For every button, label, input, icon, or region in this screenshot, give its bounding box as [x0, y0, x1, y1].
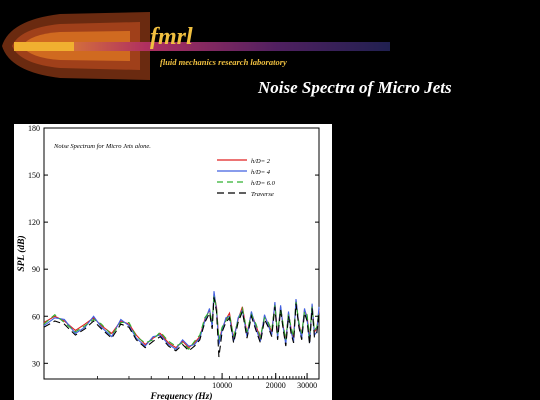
chart-title: Noise Spectrum for Micro Jets alone. [53, 143, 151, 150]
site-header: fmrl fluid mechanics research laboratory… [0, 0, 540, 110]
y-tick-label: 60 [32, 312, 40, 321]
logo-subtitle: fluid mechanics research laboratory [160, 57, 287, 67]
series-line [43, 297, 320, 358]
y-tick-label: 120 [28, 218, 40, 227]
legend-label: h/D= 4 [251, 169, 271, 176]
y-tick-label: 90 [32, 265, 40, 274]
legend-label: h/D= 2 [251, 158, 271, 165]
noise-spectrum-chart: 30 60 90 120 150 180 10000 20000 30000 Noise Spe… [14, 124, 332, 400]
legend-label: h/D= 6.0 [251, 180, 276, 187]
y-tick-label: 30 [32, 359, 40, 368]
chart-axes: 30 60 90 120 150 180 10000 20000 30000 [28, 124, 319, 390]
y-tick-label: 180 [28, 124, 40, 133]
fmrl-banner-graphic [2, 12, 390, 80]
legend-label: Traverse [251, 191, 274, 198]
x-tick-label: 10000 [212, 381, 232, 390]
y-axis-label: SPL (dB) [16, 235, 27, 271]
chart-svg: 30 60 90 120 150 180 10000 20000 30000 Noise Spe… [16, 124, 320, 400]
chart-legend: h/D= 2 h/D= 4 h/D= 6.0 Traverse [217, 158, 276, 198]
logo-wordmark: fmrl [150, 24, 193, 50]
x-tick-label: 30000 [297, 381, 317, 390]
x-axis-label: Frequency (Hz) [149, 391, 212, 400]
page-title: Noise Spectra of Micro Jets [258, 78, 452, 97]
x-tick-label: 20000 [266, 381, 286, 390]
series-line [43, 291, 320, 350]
plot-frame [43, 127, 320, 380]
series-lines [43, 291, 320, 358]
logo-stripe-highlight [14, 42, 74, 51]
logo-stripe [14, 42, 390, 51]
y-tick-label: 150 [28, 171, 40, 180]
